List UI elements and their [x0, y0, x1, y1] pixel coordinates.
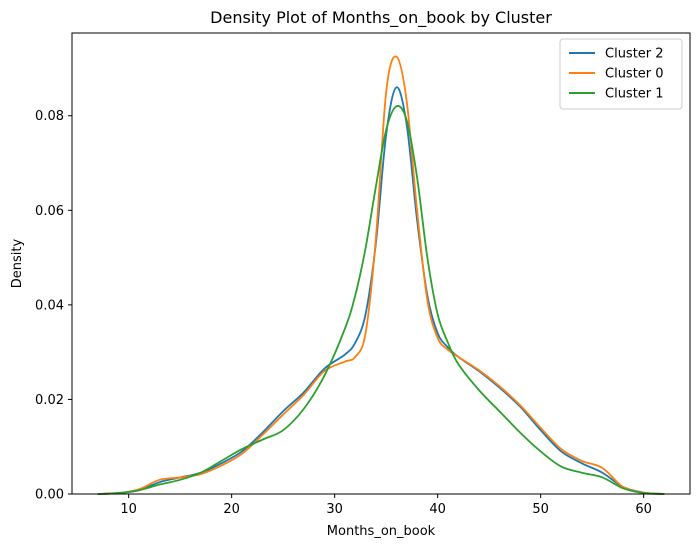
series-line-cluster-1: [97, 105, 665, 495]
x-tick-label: 60: [635, 502, 652, 517]
x-tick-label: 20: [223, 502, 240, 517]
legend-label-cluster-1: Cluster 1: [605, 87, 664, 102]
y-tick-label: 0.04: [35, 298, 64, 313]
x-tick-label: 50: [532, 502, 549, 517]
chart-title: Density Plot of Months_on_book by Cluste…: [210, 8, 552, 28]
x-axis: 10 20 30 40 50 60: [120, 494, 652, 517]
legend-box: [559, 38, 683, 110]
y-axis-label: Density: [10, 238, 25, 288]
x-tick-label: 30: [326, 502, 343, 517]
series-line-cluster-2: [97, 86, 665, 495]
y-tick-label: 0.08: [35, 109, 64, 124]
plot-frame: [71, 32, 691, 495]
series-lines: [97, 55, 665, 495]
legend: Cluster 2 Cluster 0 Cluster 1: [559, 38, 683, 110]
x-tick-label: 40: [429, 502, 446, 517]
y-tick-label: 0.00: [35, 488, 64, 503]
y-axis: 0.00 0.02 0.04 0.06 0.08: [35, 109, 72, 503]
legend-label-cluster-0: Cluster 0: [605, 67, 664, 82]
y-tick-label: 0.02: [35, 393, 64, 408]
series-line-cluster-0: [97, 55, 665, 495]
y-tick-label: 0.06: [35, 204, 64, 219]
x-axis-label: Months_on_book: [327, 524, 436, 539]
x-tick-label: 10: [120, 502, 137, 517]
legend-label-cluster-2: Cluster 2: [605, 47, 664, 62]
